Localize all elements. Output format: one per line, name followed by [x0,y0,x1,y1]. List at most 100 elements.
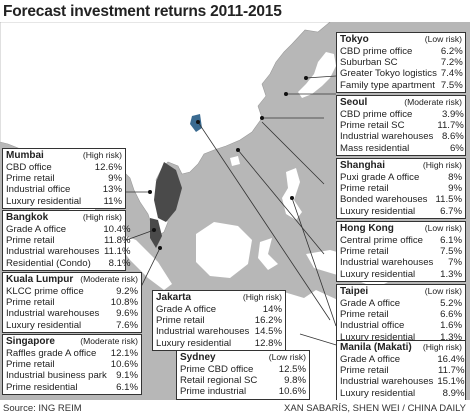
asset-label: Industrial warehouses [340,376,434,388]
kualalumpur-dot [152,228,156,232]
city-box-manila: Manila (Makati) (High risk) Grade A offic… [336,340,466,400]
table-row: Bonded warehouses 11.5% [340,194,462,205]
table-row: Luxury residential 7.6% [6,320,138,331]
return-value: 6% [449,142,464,154]
table-row: Prime residential 6.1% [6,382,138,393]
asset-label: Raffles grade A office [6,348,97,359]
asset-label: Industrial warehouses [6,308,100,320]
asset-label: Family type apartment [340,79,435,91]
asset-label: Retail regional SC [180,375,258,387]
return-value: 8.1% [108,257,131,269]
return-value: 9% [108,173,122,185]
table-row: Luxury residential 1.3% [340,332,462,343]
table-row: Industrial warehouses 14.5% [156,326,282,337]
city-box-bangkok: Bangkok (High risk) Grade A office 10.4% P… [2,210,131,271]
table-row: Luxury residential 12.8% [156,338,282,349]
asset-label: Prime CBD office [180,364,254,375]
return-value: 14% [262,304,282,315]
table-row: Prime CBD office 12.5% [180,364,306,375]
asset-label: Mass residential [340,142,410,154]
table-row: Industrial warehouses 9.6% [6,308,138,319]
asset-label: Prime retail [340,246,389,258]
asset-label: Prime retail [6,297,55,309]
asset-label: Prime residential [6,381,78,393]
risk-label: (Low risk) [424,286,462,296]
asset-label: Industrial warehouses [340,257,434,269]
seoul-dot [284,92,288,96]
table-row: Suburban SC 7.2% [340,57,463,68]
page-title: Forecast investment returns 2011-2015 [3,3,282,20]
table-row: Prime retail 11.7% [340,365,465,376]
return-value: 11% [103,195,123,207]
asset-label: Prime retail SC [340,120,405,132]
asset-label: Luxury residential [340,205,416,217]
risk-label: (High risk) [422,160,462,170]
table-row: Grade A office 16.4% [340,354,465,365]
returns-table: Grade A office 16.4% Prime retail 11.7% In… [340,354,465,399]
asset-label: Prime retail [6,359,55,371]
return-value: 8.6% [441,131,464,143]
return-value: 11.7% [438,365,465,377]
table-row: Greater Tokyo logistics 7.4% [340,68,463,79]
japan [298,52,336,98]
returns-table: Grade A office 5.2% Prime retail 6.6% Indu… [340,298,462,343]
return-value: 13% [102,184,122,196]
table-row: Luxury residential 1.3% [340,269,462,280]
asset-label: Luxury residential [340,387,416,399]
asset-label: Luxury residential [6,319,82,331]
asset-label: Grade A office [340,354,401,365]
return-value: 8.9% [442,387,465,399]
city-name: Mumbai [6,150,44,161]
city-box-taipei: Taipei (Low risk) Grade A office 5.2% Prim… [336,284,466,345]
table-row: Prime retail 16.2% [156,315,282,326]
return-value: 10.4% [103,224,131,235]
return-value: 9% [448,183,462,195]
return-value: 9.8% [284,375,306,387]
return-value: 10.8% [110,297,138,309]
risk-label: (Low risk) [424,223,462,233]
asset-label: Grade A office [340,298,401,309]
return-value: 9.2% [116,286,138,297]
taiwan [190,114,202,132]
table-row: Prime retail 9% [340,183,462,194]
return-value: 15.1% [437,376,465,388]
map-area: Tokyo (Low risk) CBD prime office 6.2% Sub… [0,22,470,400]
return-value: 16.2% [254,315,282,327]
return-value: 5.2% [440,298,462,309]
table-row: CBD office 12.6% [6,162,122,173]
city-name: Bangkok [6,212,49,223]
asset-label: Luxury residential [340,268,416,280]
asset-label: Luxury residential [340,331,416,343]
table-row: KLCC prime office 9.2% [6,286,138,297]
table-row: Prime retail 11.8% [6,235,131,246]
risk-label: (Low risk) [268,352,306,362]
tokyo-dot [304,76,308,80]
returns-table: CBD prime office 3.9% Prime retail SC 11.7… [340,109,464,154]
source-note: Source: ING REIM [3,403,82,414]
city-box-hongkong: Hong Kong (Low risk) Central prime office… [336,221,466,282]
return-value: 12.5% [278,364,306,375]
table-row: Grade A office 5.2% [340,298,462,309]
return-value: 1.3% [440,268,462,280]
return-value: 11.5% [435,194,463,206]
returns-table: Central prime office 6.1% Prime retail 7.5… [340,235,462,280]
city-box-singapore: Singapore (Moderate risk) Raffles grade A… [2,334,142,395]
table-row: CBD prime office 6.2% [340,46,463,57]
table-row: Raffles grade A office 12.1% [6,348,138,359]
return-value: 1.3% [440,331,462,343]
asset-label: Luxury residential [156,337,232,349]
hainan [230,156,240,166]
returns-table: Grade A office 14% Prime retail 16.2% Indu… [156,304,282,349]
asset-label: Industrial office [6,184,71,196]
city-name: Taipei [340,286,369,297]
return-value: 7.5% [440,79,463,91]
city-name: Jakarta [156,292,192,303]
risk-label: (High risk) [242,292,282,302]
table-row: Prime retail 6.6% [340,309,462,320]
asset-label: Industrial office [340,320,405,332]
city-name: Seoul [340,97,368,108]
table-row: Luxury residential 8.9% [340,388,465,399]
table-row: Industrial business park 9.1% [6,370,138,381]
city-name: Manila (Makati) [340,342,412,353]
risk-label: (Moderate risk) [80,274,138,284]
